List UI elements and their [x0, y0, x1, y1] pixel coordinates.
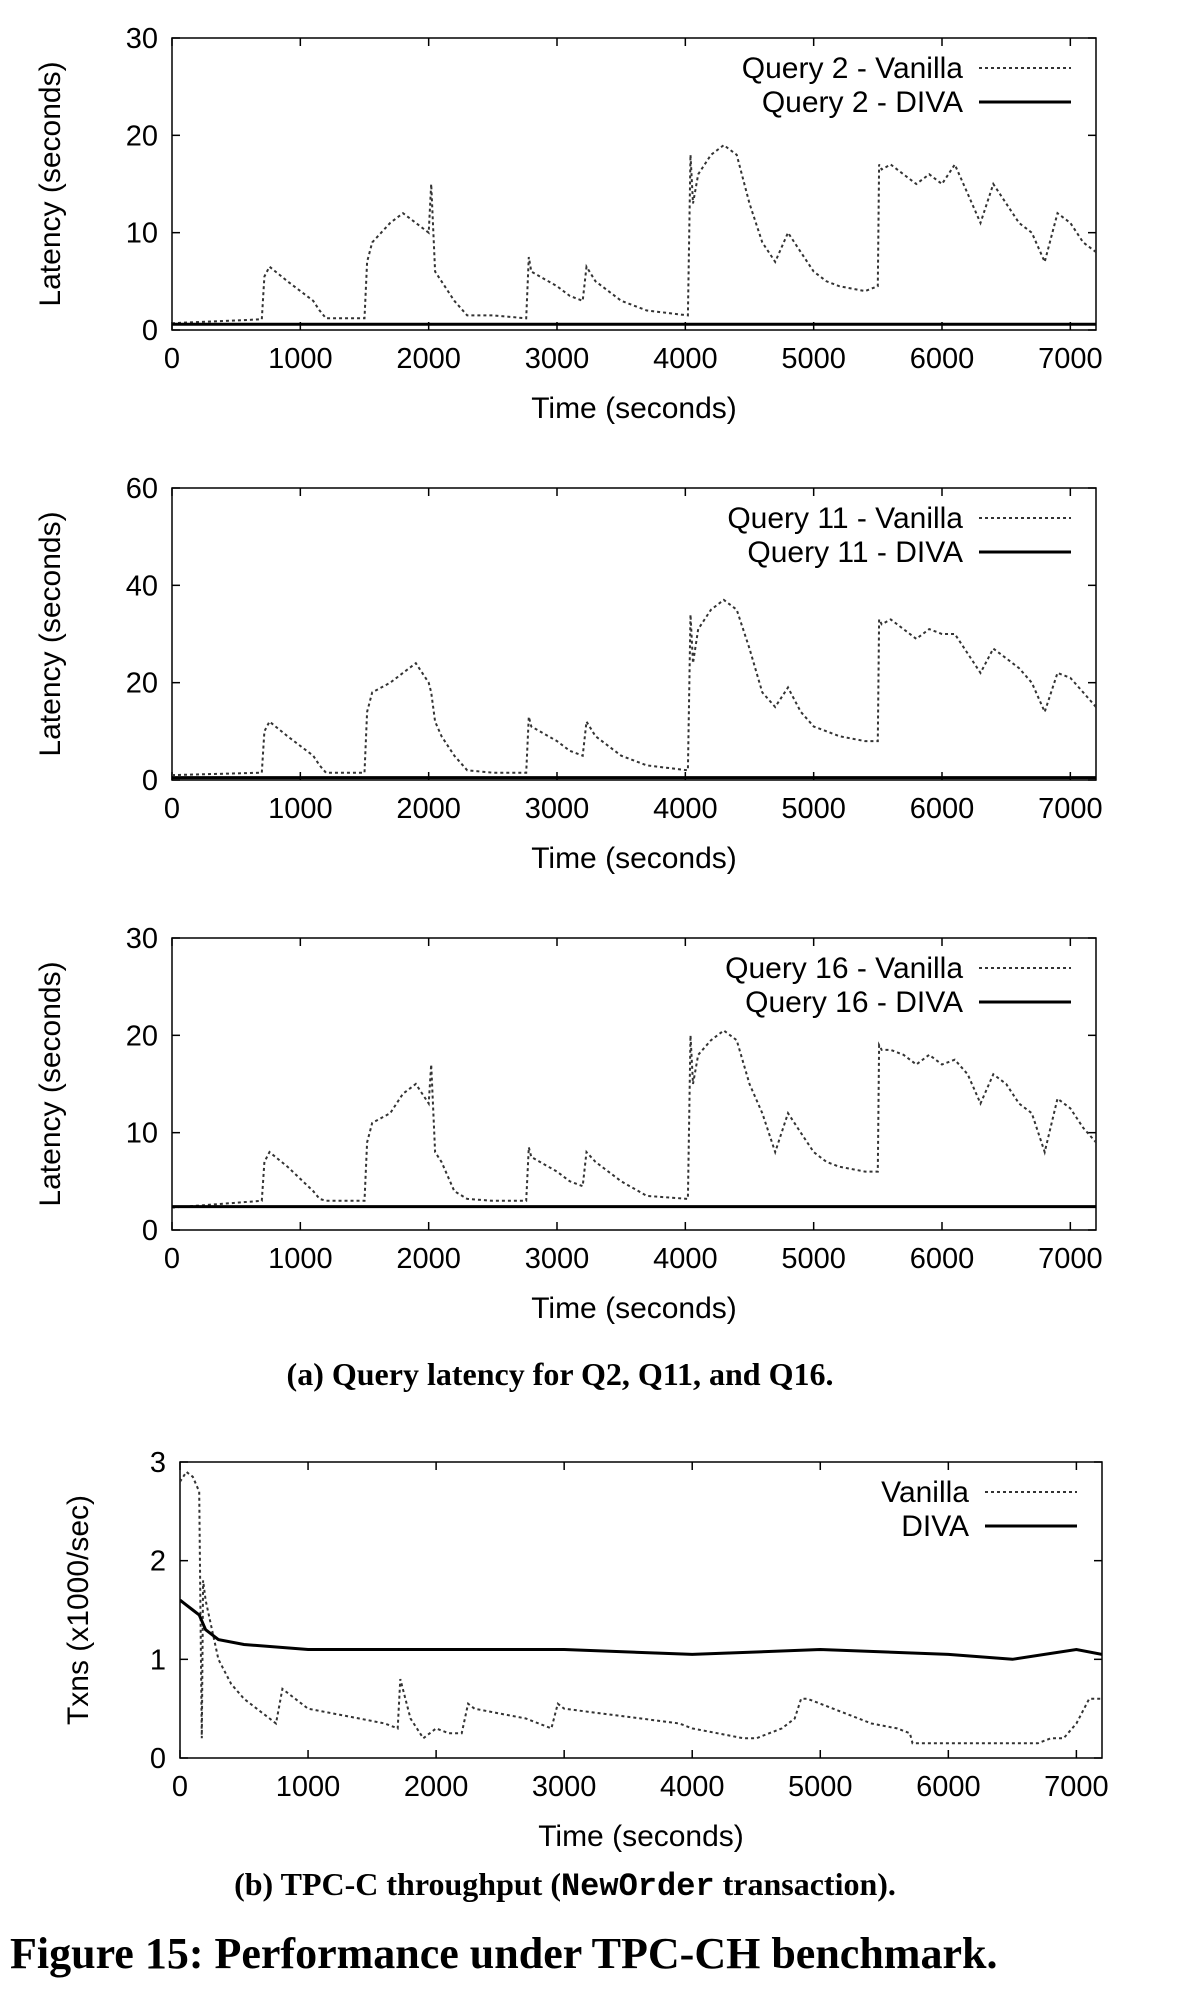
y-tick-label: 1	[150, 1644, 166, 1676]
x-tick-label: 7000	[1038, 793, 1103, 825]
x-tick-label: 0	[164, 1243, 180, 1275]
subfigure-a-caption: (a) Query latency for Q2, Q11, and Q16.	[287, 1356, 834, 1392]
x-tick-label: 5000	[781, 1243, 846, 1275]
x-tick-label: 2000	[396, 793, 461, 825]
plot-frame	[171, 937, 1097, 1231]
x-tick-label: 3000	[525, 1243, 590, 1275]
legend-label: DIVA	[901, 1510, 969, 1543]
x-tick-label: 2000	[396, 1243, 461, 1275]
x-tick-label: 7000	[1038, 343, 1103, 375]
plot-frame	[171, 487, 1097, 781]
x-tick-label: 0	[164, 343, 180, 375]
figure-caption: Figure 15: Performance under TPC-CH benc…	[10, 1929, 997, 1978]
x-tick-label: 6000	[910, 793, 975, 825]
y-tick-label: 20	[126, 668, 158, 700]
x-tick-label: 2000	[396, 343, 461, 375]
x-axis-label: Time (seconds)	[531, 392, 737, 425]
legend-label: Query 2 - Vanilla	[742, 52, 964, 85]
series-line-vanilla	[180, 1470, 1102, 1745]
x-tick-label: 5000	[788, 1771, 853, 1803]
subfigure-b-caption-code: NewOrder	[561, 1868, 715, 1905]
x-tick-label: 4000	[653, 343, 718, 375]
series-line-vanilla	[172, 598, 1096, 777]
y-axis-label: Latency (seconds)	[34, 61, 67, 306]
legend-label: Query 16 - Vanilla	[725, 952, 963, 985]
x-tick-label: 6000	[910, 343, 975, 375]
chart-query-16-latency: 0 1000 2000 3000 4000 5000 6000 7000 0 10 20 30 Time…	[34, 923, 1103, 1325]
legend-label: Query 2 - DIVA	[762, 86, 963, 119]
plot-frame	[171, 37, 1097, 331]
x-tick-label: 4000	[660, 1771, 725, 1803]
x-tick-label: 7000	[1038, 1243, 1103, 1275]
x-tick-label: 0	[164, 793, 180, 825]
y-tick-label: 10	[126, 1118, 158, 1150]
x-tick-label: 5000	[781, 793, 846, 825]
x-tick-label: 1000	[276, 1771, 341, 1803]
legend-label: Vanilla	[881, 1476, 969, 1509]
x-axis-label: Time (seconds)	[538, 1820, 744, 1853]
x-tick-label: 6000	[910, 1243, 975, 1275]
plot-frame	[179, 1461, 1103, 1759]
legend-label: Query 11 - DIVA	[747, 536, 963, 569]
x-axis-label: Time (seconds)	[531, 842, 737, 875]
x-tick-label: 6000	[916, 1771, 981, 1803]
y-tick-label: 40	[126, 570, 158, 602]
y-tick-label: 30	[126, 923, 158, 955]
series-line-vanilla	[172, 143, 1096, 325]
x-tick-label: 1000	[268, 793, 333, 825]
y-axis-label: Txns (x1000/sec)	[62, 1495, 95, 1725]
x-axis-label: Time (seconds)	[531, 1292, 737, 1325]
subfigure-b-caption-prefix: (b) TPC-C throughput (	[234, 1866, 561, 1902]
y-tick-label: 20	[126, 120, 158, 152]
x-tick-label: 3000	[532, 1771, 597, 1803]
y-tick-label: 0	[142, 765, 158, 797]
y-axis-label: Latency (seconds)	[34, 961, 67, 1206]
chart-query-2-latency: 0 1000 2000 3000 4000 5000 6000 7000 0 10 20 30 Time…	[34, 23, 1103, 425]
y-tick-label: 0	[142, 315, 158, 347]
y-tick-label: 20	[126, 1020, 158, 1052]
x-tick-label: 5000	[781, 343, 846, 375]
legend-label: Query 11 - Vanilla	[727, 502, 963, 535]
legend-label: Query 16 - DIVA	[745, 986, 963, 1019]
chart-tpcc-throughput: 0 1000 2000 3000 4000 5000 6000 7000 0 1 2 3 Time (s…	[62, 1447, 1109, 1853]
subfigure-b-caption: (b) TPC-C throughput (NewOrder transacti…	[234, 1866, 896, 1905]
x-tick-label: 2000	[404, 1771, 469, 1803]
y-tick-label: 2	[150, 1546, 166, 1578]
chart-query-11-latency: 0 1000 2000 3000 4000 5000 6000 7000 0 20 40 60 Time…	[34, 473, 1103, 875]
x-tick-label: 4000	[653, 1243, 718, 1275]
y-tick-label: 60	[126, 473, 158, 505]
subfigure-b-caption-suffix: transaction).	[715, 1866, 896, 1902]
x-tick-label: 1000	[268, 343, 333, 375]
x-tick-label: 3000	[525, 793, 590, 825]
y-tick-label: 0	[142, 1215, 158, 1247]
x-tick-label: 7000	[1044, 1771, 1109, 1803]
y-tick-label: 30	[126, 23, 158, 55]
x-tick-label: 4000	[653, 793, 718, 825]
series-line-vanilla	[172, 1029, 1096, 1209]
x-tick-label: 1000	[268, 1243, 333, 1275]
y-axis-label: Latency (seconds)	[34, 511, 67, 756]
x-tick-label: 3000	[525, 343, 590, 375]
y-tick-label: 3	[150, 1447, 166, 1479]
y-tick-label: 0	[150, 1743, 166, 1775]
x-tick-label: 0	[172, 1771, 188, 1803]
y-tick-label: 10	[126, 218, 158, 250]
series-line-diva	[180, 1598, 1102, 1661]
